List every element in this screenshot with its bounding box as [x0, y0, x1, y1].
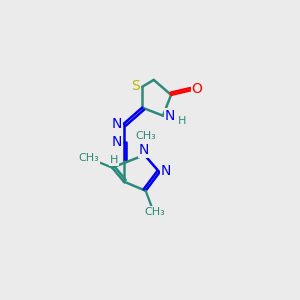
Text: N: N	[112, 135, 122, 149]
Text: N: N	[161, 164, 171, 178]
Text: N: N	[139, 143, 149, 157]
Text: N: N	[164, 109, 175, 123]
Text: CH₃: CH₃	[79, 153, 99, 164]
Text: CH₃: CH₃	[135, 131, 156, 142]
Text: H: H	[110, 155, 118, 165]
Text: H: H	[178, 116, 186, 126]
Text: S: S	[131, 80, 140, 93]
Text: O: O	[192, 82, 203, 96]
Text: N: N	[112, 117, 122, 131]
Text: CH₃: CH₃	[145, 207, 165, 217]
